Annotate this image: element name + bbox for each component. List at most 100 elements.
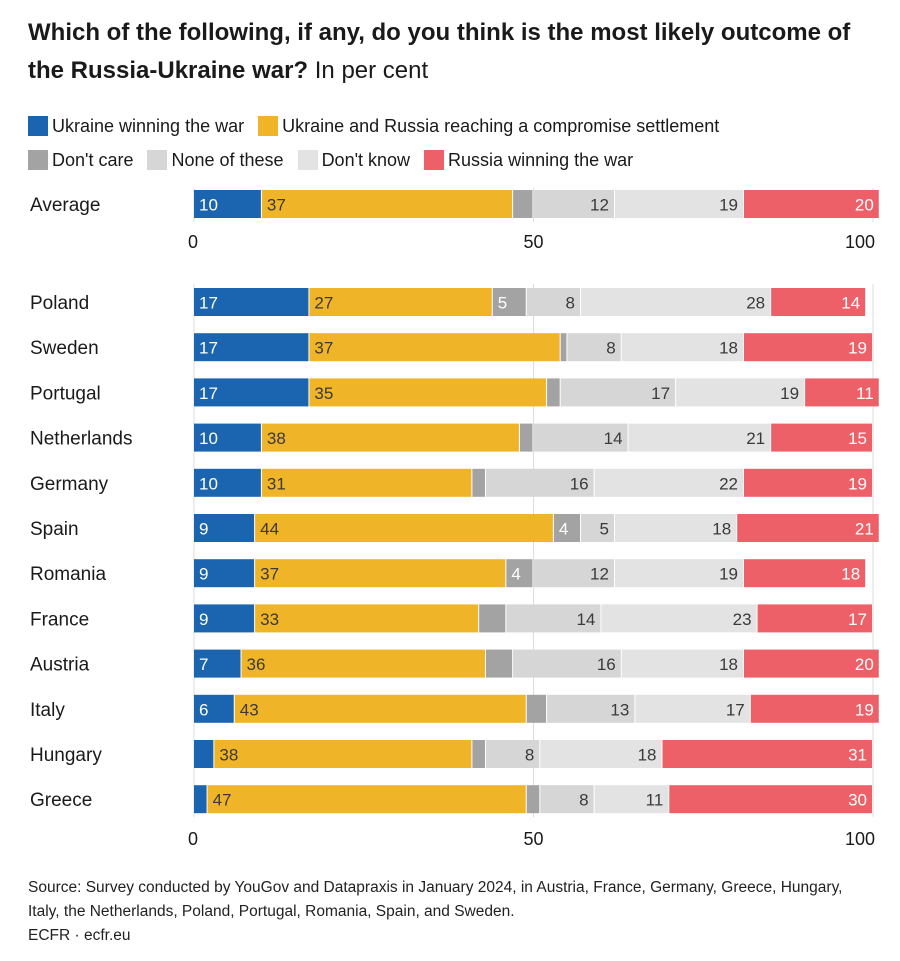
data-label: 4 xyxy=(511,565,520,584)
bar-segment xyxy=(194,468,261,497)
data-label: 8 xyxy=(579,791,588,810)
bar-segment xyxy=(194,604,255,633)
bar-segment xyxy=(234,694,526,723)
data-label: 11 xyxy=(646,791,664,810)
legend-swatch xyxy=(28,116,48,136)
data-label: 9 xyxy=(199,520,208,539)
data-label: 18 xyxy=(638,746,657,765)
source-note: Source: Survey conducted by YouGov and D… xyxy=(28,876,878,948)
bar-segment xyxy=(614,559,743,588)
bar-segment xyxy=(309,333,560,362)
bar-segment xyxy=(614,190,743,218)
bar-segment xyxy=(194,333,309,362)
bar-segment xyxy=(553,514,581,542)
bar-segment xyxy=(676,378,805,407)
data-label: 18 xyxy=(719,655,738,674)
bar-segment xyxy=(194,694,234,723)
data-label: 19 xyxy=(848,339,867,358)
x-tick-label: 100 xyxy=(845,829,875,849)
bar-segment xyxy=(743,333,872,362)
data-label: 37 xyxy=(267,196,286,215)
bar-segment xyxy=(255,604,479,633)
category-label: Portugal xyxy=(30,383,101,404)
data-label: 22 xyxy=(719,474,738,493)
bar-segment xyxy=(506,559,533,588)
bar-segment xyxy=(485,468,594,497)
bar-segment xyxy=(194,423,261,452)
bar-segment xyxy=(601,604,757,633)
data-label: 14 xyxy=(841,294,860,313)
category-label: Italy xyxy=(30,700,65,721)
data-label: 8 xyxy=(606,339,615,358)
data-label: 23 xyxy=(733,610,752,629)
legend-swatch xyxy=(297,150,318,170)
data-label: 16 xyxy=(570,474,589,493)
data-label: 5 xyxy=(498,294,507,313)
legend-item: Ukraine and Russia reaching a compromise… xyxy=(258,116,719,137)
bar-segment xyxy=(194,785,207,814)
bar-segment xyxy=(479,604,506,633)
category-label: France xyxy=(30,609,89,630)
bar-segment xyxy=(614,514,737,542)
bar-segment xyxy=(506,604,601,633)
bar-segment xyxy=(737,514,879,542)
legend-swatch xyxy=(424,150,445,170)
legend-item: Russia winning the war xyxy=(424,150,633,171)
bar-segment xyxy=(207,785,526,814)
bar-segment xyxy=(261,423,519,452)
chart-title-question: Which of the following, if any, do you t… xyxy=(28,19,851,84)
bar-segment xyxy=(472,740,485,768)
x-tick-label: 0 xyxy=(188,829,198,849)
data-label: 17 xyxy=(199,339,218,358)
legend-row: Don't care None of these Don't know Russia … xyxy=(28,146,878,174)
data-label: 5 xyxy=(600,520,609,539)
category-label: Germany xyxy=(30,474,109,495)
data-label: 43 xyxy=(240,700,259,719)
bar-segment xyxy=(194,740,214,768)
publisher-credit: ECFR · ecfr.eu xyxy=(28,927,131,944)
category-label: Sweden xyxy=(30,338,99,359)
bar-segment xyxy=(485,649,513,678)
bar-segment xyxy=(194,649,241,678)
legend-item: Ukraine winning the war xyxy=(28,116,244,137)
bar-segment xyxy=(594,468,743,497)
data-label: 38 xyxy=(219,746,238,765)
category-label: Poland xyxy=(30,293,89,314)
data-label: 44 xyxy=(260,520,279,539)
bar-segment xyxy=(669,785,872,814)
legend-label: Don't know xyxy=(321,149,411,170)
bar-segment xyxy=(309,288,492,316)
data-label: 13 xyxy=(610,700,629,719)
legend-label: Russia winning the war xyxy=(448,149,634,170)
data-label: 16 xyxy=(597,655,616,674)
legend-item: Don't know xyxy=(297,149,411,171)
data-label: 17 xyxy=(199,384,218,403)
data-label: 4 xyxy=(559,520,568,539)
data-label: 18 xyxy=(719,339,738,358)
data-label: 10 xyxy=(199,196,218,215)
bar-segment xyxy=(255,559,506,588)
bar-segment xyxy=(194,378,309,407)
bar-segment xyxy=(743,559,866,588)
category-label: Netherlands xyxy=(30,429,132,450)
data-label: 15 xyxy=(848,429,867,448)
legend-item: None of these xyxy=(147,150,284,171)
data-label: 20 xyxy=(855,196,874,215)
data-label: 37 xyxy=(260,565,279,584)
bar-segment xyxy=(194,190,261,218)
legend: Ukraine winning the war Ukraine and Russi… xyxy=(28,112,878,180)
data-label: 35 xyxy=(314,384,333,403)
category-label: Greece xyxy=(30,790,92,811)
data-label: 7 xyxy=(199,655,208,674)
data-label: 19 xyxy=(719,565,738,584)
bar-segment xyxy=(628,423,771,452)
bar-segment xyxy=(560,333,567,362)
bar-segment xyxy=(255,514,553,542)
data-label: 19 xyxy=(855,700,874,719)
data-label: 21 xyxy=(855,520,874,539)
bar-segment xyxy=(194,288,309,316)
data-label: 18 xyxy=(712,520,731,539)
bar-segment xyxy=(309,378,547,407)
data-label: 19 xyxy=(780,384,799,403)
bar-segment xyxy=(743,190,879,218)
